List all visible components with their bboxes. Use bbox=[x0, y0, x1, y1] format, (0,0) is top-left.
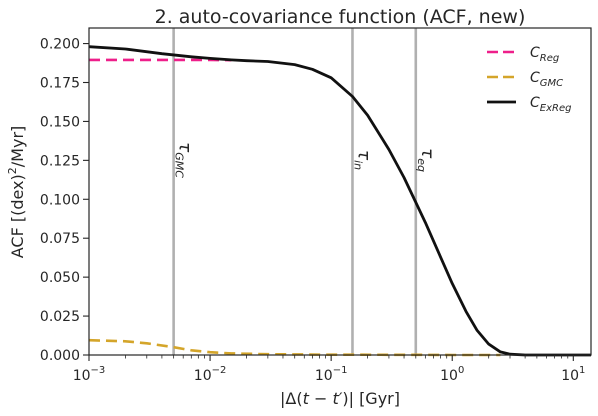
y-axis-label: ACF [(dex)2/Myr] bbox=[6, 126, 27, 259]
legend-label-reg: CReg bbox=[530, 45, 559, 64]
y-tick-label: 0.000 bbox=[40, 348, 80, 364]
x-tick-label: 10−1 bbox=[315, 365, 348, 384]
vline-label-gmc: τGMC bbox=[173, 142, 195, 178]
y-axis-ticks: 0.000 0.025 0.050 0.075 0.100 0.125 0.150 0.175… bbox=[40, 37, 89, 364]
vertical-lines: τGMC τin τeq bbox=[172, 28, 437, 355]
y-tick-label: 0.100 bbox=[40, 192, 80, 208]
y-tick-label: 0.050 bbox=[40, 270, 80, 286]
x-tick-label: 100 bbox=[440, 365, 464, 384]
y-tick-label: 0.200 bbox=[40, 37, 80, 53]
x-axis-ticks: 10−3 10−2 10−1 100 101 bbox=[73, 355, 585, 384]
y-tick-label: 0.150 bbox=[40, 114, 80, 130]
y-tick-label: 0.175 bbox=[40, 76, 80, 92]
x-tick-label: 10−2 bbox=[194, 365, 227, 384]
vline-label-in: τin bbox=[351, 150, 373, 170]
series-line-exreg bbox=[88, 45, 591, 357]
y-tick-label: 0.025 bbox=[40, 309, 80, 325]
y-tick-label: 0.125 bbox=[40, 153, 80, 169]
chart-title: 2. auto-covariance function (ACF, new) bbox=[155, 6, 526, 28]
y-tick-label: 0.075 bbox=[40, 231, 80, 247]
x-tick-label: 10−3 bbox=[73, 365, 106, 384]
series-line-gmc bbox=[88, 338, 501, 357]
series-lines bbox=[88, 45, 591, 357]
plot-area-frame bbox=[88, 27, 592, 356]
legend-label-gmc: CGMC bbox=[530, 70, 563, 89]
x-axis-label: |Δ(t − t′)| [Gyr] bbox=[280, 389, 400, 408]
x-tick-label: 101 bbox=[561, 365, 585, 384]
legend: CReg CGMC CExReg bbox=[487, 45, 571, 114]
vline-label-eq: τeq bbox=[415, 148, 437, 172]
legend-label-exreg: CExReg bbox=[530, 95, 571, 114]
